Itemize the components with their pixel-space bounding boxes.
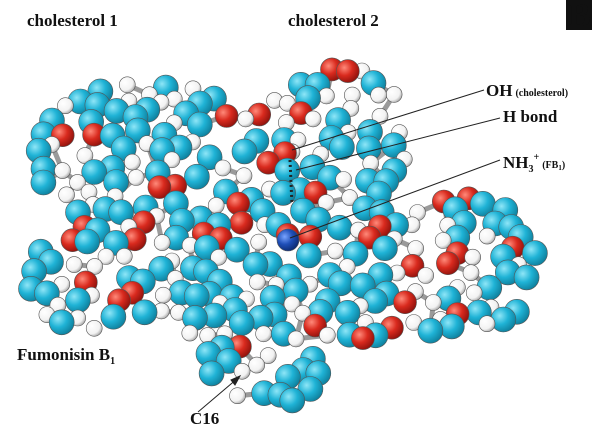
hydrogen-atom xyxy=(256,326,272,342)
label-part: (FB xyxy=(542,160,558,171)
hydrogen-atom xyxy=(155,287,171,303)
hydrogen-atom xyxy=(230,388,246,404)
hydrogen-atom xyxy=(386,86,402,102)
hydrogen-atom xyxy=(238,111,254,127)
carbon-atom xyxy=(372,236,397,261)
oxygen-atom xyxy=(351,327,374,350)
nitrogen-atom xyxy=(277,229,299,251)
hydrogen-atom xyxy=(128,170,144,186)
label-part: ) xyxy=(562,160,565,171)
carbon-atom xyxy=(418,318,443,343)
label: Fumonisin B1 xyxy=(17,345,115,367)
hydrogen-atom xyxy=(116,248,132,264)
hydrogen-atom xyxy=(319,88,335,104)
hydrogen-atom xyxy=(154,235,170,251)
hydrogen-atom xyxy=(479,316,495,332)
hydrogen-atom xyxy=(408,241,424,257)
hydrogen-atom xyxy=(59,187,75,203)
label-part: NH xyxy=(503,153,529,172)
hydrogen-atom xyxy=(66,257,82,273)
hydrogen-atom xyxy=(305,111,321,127)
label: NH3+(FB1) xyxy=(503,152,565,175)
hydrogen-atom xyxy=(249,274,265,290)
label-part: + xyxy=(534,152,540,163)
hydrogen-atom xyxy=(288,331,304,347)
hydrogen-atom xyxy=(182,325,198,341)
molecule-figure: B cholesterol 1 cholesterol 2 OH(cholest… xyxy=(0,0,592,427)
carbon-atom xyxy=(49,310,74,335)
oxygen-atom xyxy=(336,60,359,83)
oxygen-atom xyxy=(436,252,459,275)
carbon-atom xyxy=(187,112,212,137)
label: cholesterol 1 xyxy=(27,11,118,30)
hydrogen-atom xyxy=(336,172,352,188)
hydrogen-atom xyxy=(124,154,140,170)
hydrogen-atom xyxy=(234,363,250,379)
carbon-atom xyxy=(280,388,305,413)
carbon-atom xyxy=(491,307,516,332)
figure-letter: B xyxy=(568,0,591,34)
carbon-atom xyxy=(184,164,209,189)
carbon-atom xyxy=(65,288,90,313)
hydrogen-atom xyxy=(463,265,479,281)
carbon-atom xyxy=(243,252,268,277)
hydrogen-atom xyxy=(86,320,102,336)
hydrogen-atom xyxy=(249,357,265,373)
oxygen-atom xyxy=(394,291,417,314)
carbon-atom xyxy=(296,243,321,268)
carbon-atom xyxy=(184,284,209,309)
carbon-atom xyxy=(335,300,360,325)
label: H bond xyxy=(503,107,558,126)
hydrogen-atom xyxy=(251,234,267,250)
label-part: OH xyxy=(486,81,512,100)
label-part: 1 xyxy=(110,356,115,367)
carbon-atom xyxy=(75,229,100,254)
carbon-atom xyxy=(439,314,464,339)
carbon-atom xyxy=(101,304,126,329)
hydrogen-atom xyxy=(466,285,482,301)
hydrogen-atom xyxy=(55,163,71,179)
carbon-atom xyxy=(199,361,224,386)
hydrogen-atom xyxy=(215,160,231,176)
hydrogen-atom xyxy=(465,249,481,265)
hydrogen-atom xyxy=(319,327,335,343)
label: OH(cholesterol) xyxy=(486,81,568,100)
hydrogen-atom xyxy=(371,87,387,103)
hydrogen-atom xyxy=(418,268,434,284)
oxygen-atom xyxy=(215,104,238,127)
hydrogen-atom xyxy=(479,228,495,244)
arrow-head xyxy=(231,376,240,385)
label: C16 xyxy=(190,409,219,427)
label: cholesterol 2 xyxy=(288,11,379,30)
carbon-atom xyxy=(229,311,254,336)
hydrogen-atom xyxy=(236,168,252,184)
carbon-atom xyxy=(232,139,257,164)
hydrogen-atom xyxy=(327,243,343,259)
hydrogen-atom xyxy=(425,295,441,311)
oxygen-atom xyxy=(230,211,253,234)
label-part: (cholesterol) xyxy=(515,88,568,99)
carbon-atom xyxy=(514,265,539,290)
label-part: 3 xyxy=(529,164,534,175)
carbon-atom xyxy=(327,215,352,240)
hydrogen-atom xyxy=(119,77,135,93)
label-part: Fumonisin B xyxy=(17,345,110,364)
carbon-atom xyxy=(31,170,56,195)
carbon-atom xyxy=(132,300,157,325)
